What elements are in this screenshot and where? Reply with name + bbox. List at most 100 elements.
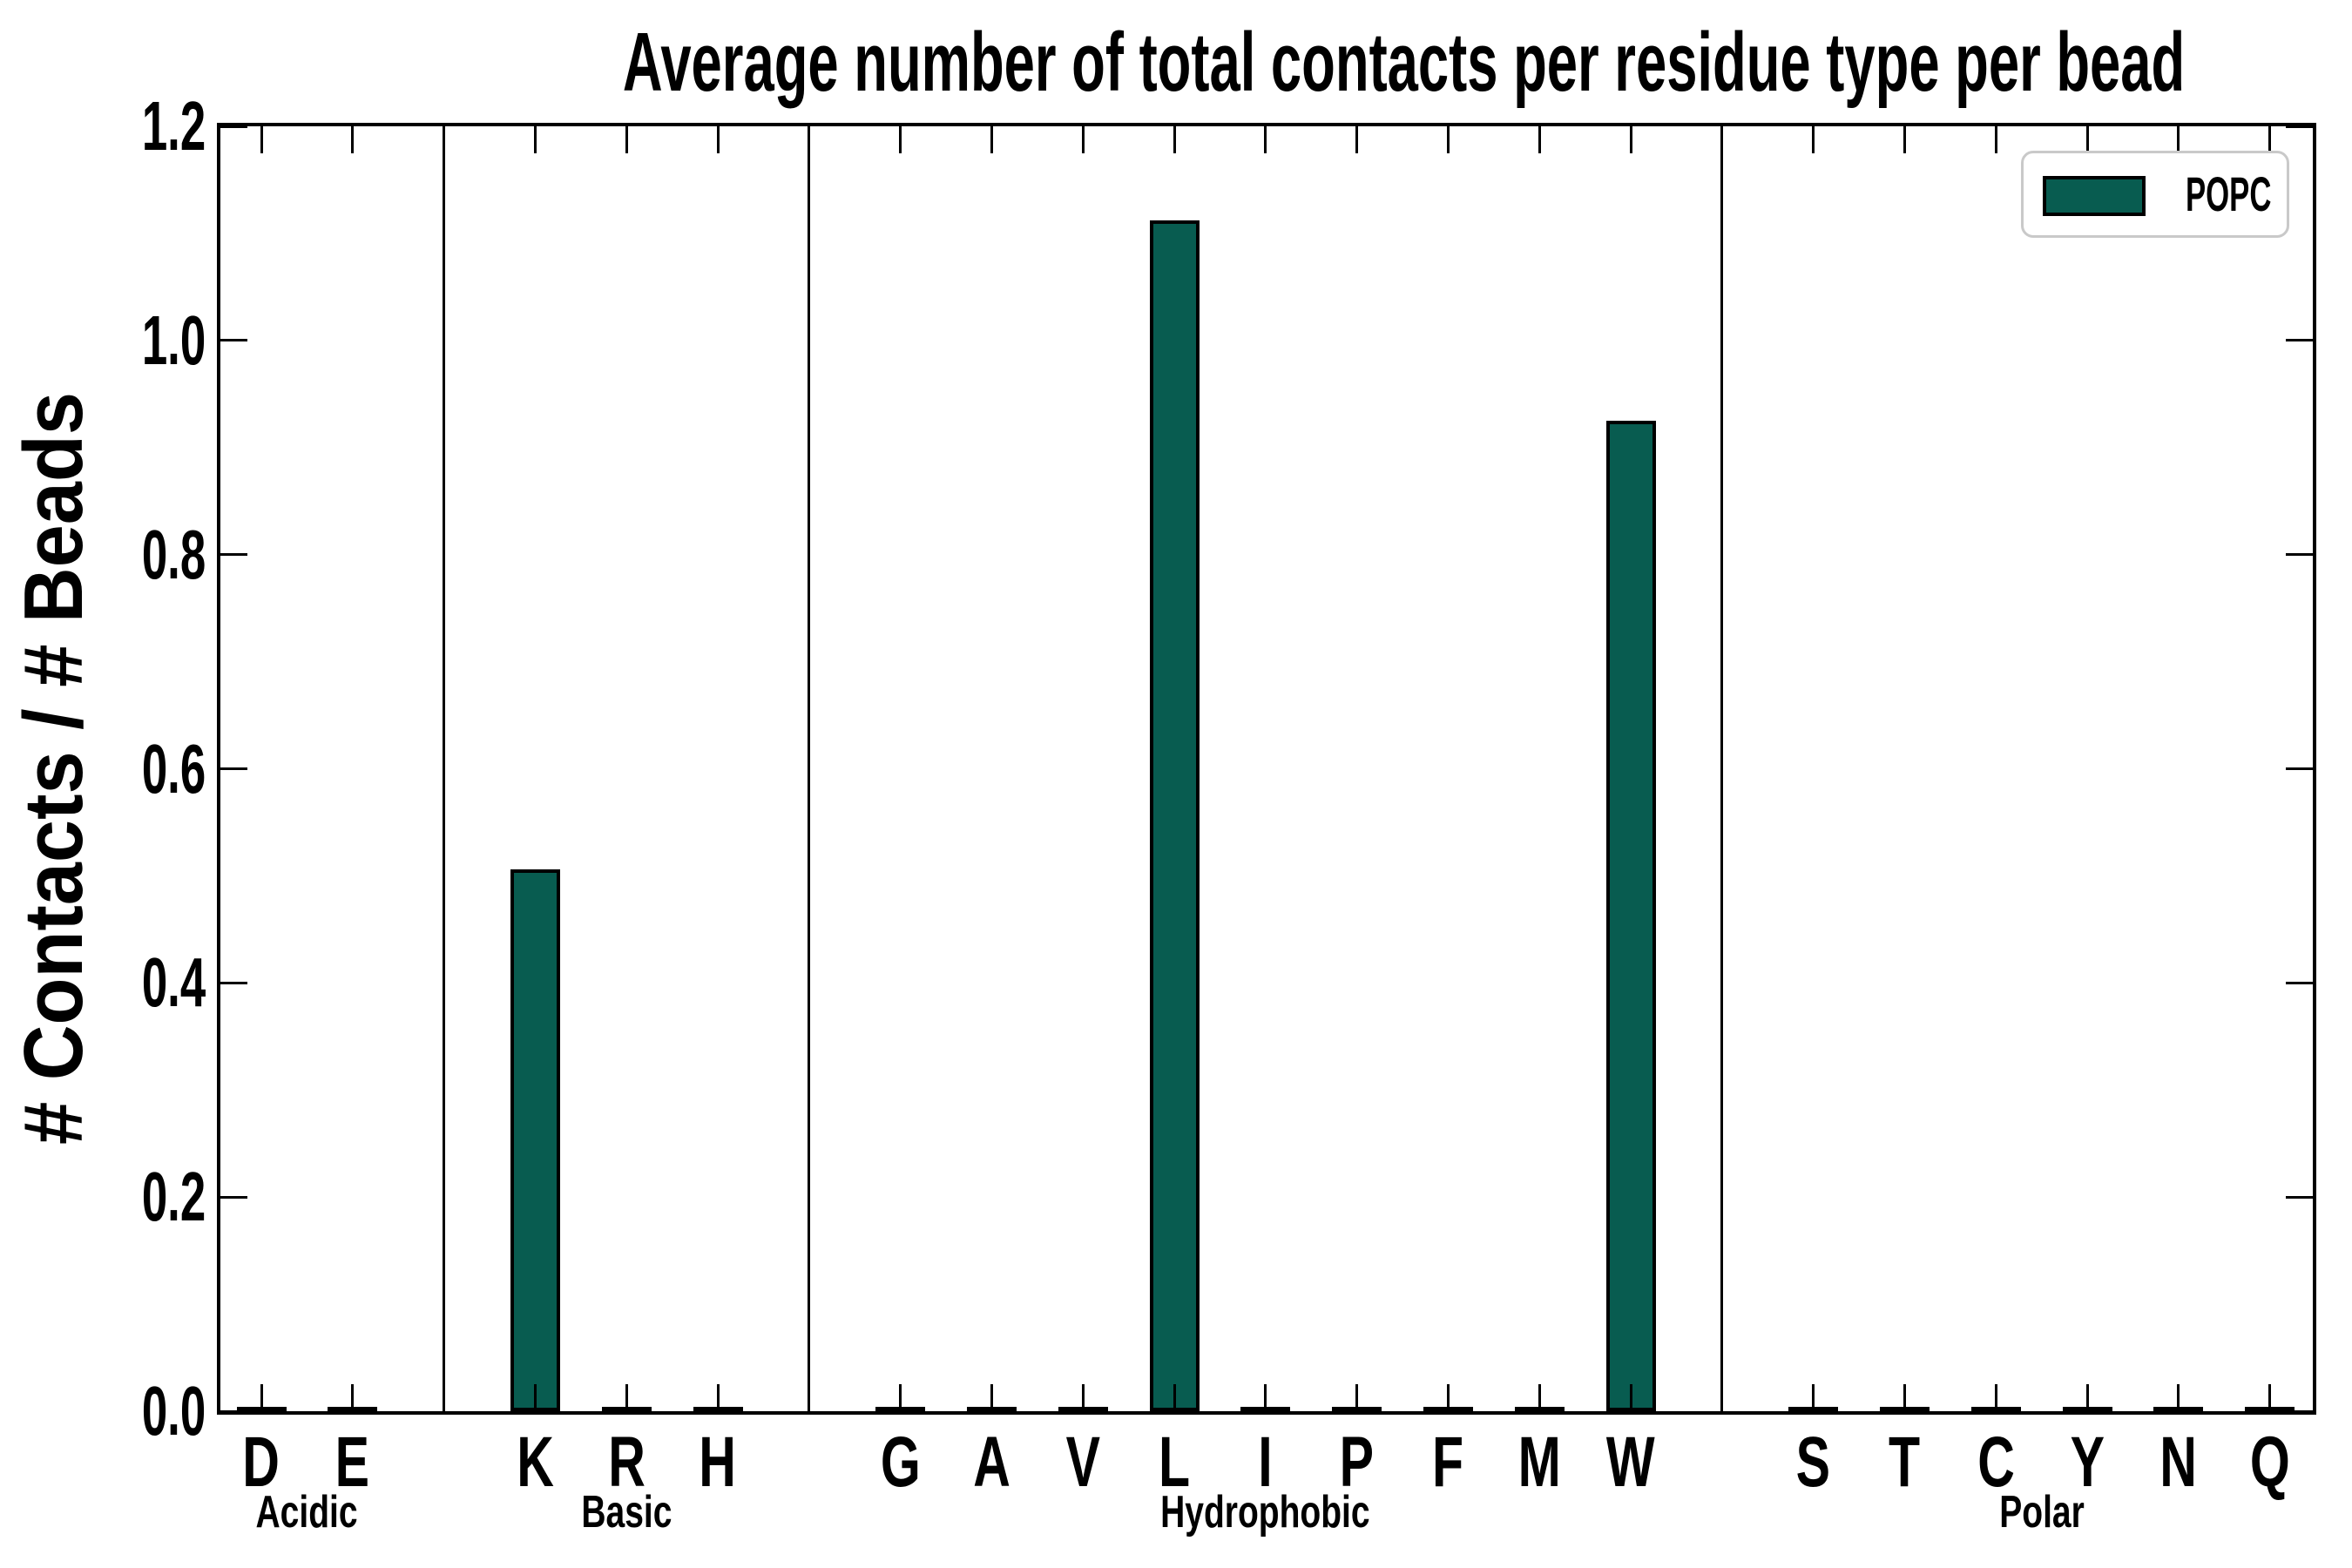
x-tick-bottom-W: [1629, 1384, 1632, 1411]
x-label-V-text: V: [1065, 1423, 1100, 1502]
x-tick-top-F: [1446, 126, 1450, 153]
x-tick-bottom-H: [716, 1384, 720, 1411]
x-tick-top-S: [1812, 126, 1815, 153]
y-tick-right: [2286, 339, 2313, 342]
x-tick-top-M: [1538, 126, 1541, 153]
y-tick-label-0.2: 0.2: [0, 1162, 206, 1232]
x-label-T-text: T: [1889, 1423, 1921, 1502]
y-tick-label-1.2: 1.2: [0, 91, 206, 161]
bar-K: [510, 869, 560, 1411]
x-tick-top-G: [899, 126, 902, 153]
y-tick-label-0.6-text: 0.6: [141, 729, 206, 808]
x-label-P-text: P: [1339, 1423, 1375, 1502]
x-label-D-text: D: [242, 1423, 280, 1502]
bar-L: [1149, 220, 1200, 1411]
y-tick-label-0.4-text: 0.4: [141, 943, 206, 1022]
x-label-Y: Y: [2042, 1427, 2132, 1498]
x-label-F: F: [1402, 1427, 1493, 1498]
x-label-Q-text: Q: [2249, 1423, 2290, 1502]
group-separator: [443, 126, 446, 1411]
y-tick-left: [220, 767, 247, 770]
group-separator: [808, 126, 811, 1411]
x-label-L-text: L: [1158, 1423, 1191, 1502]
x-label-C: C: [1950, 1427, 2041, 1498]
x-tick-bottom-A: [990, 1384, 993, 1411]
x-label-L: L: [1129, 1427, 1220, 1498]
x-tick-top-H: [716, 126, 720, 153]
x-tick-bottom-Q: [2268, 1384, 2272, 1411]
x-label-R-text: R: [607, 1423, 645, 1502]
y-tick-left: [220, 553, 247, 557]
group-label-basic: Basic: [435, 1487, 818, 1538]
y-tick-left: [220, 1409, 247, 1413]
chart-title: Average number of total contacts per res…: [220, 18, 2313, 107]
x-tick-top-P: [1355, 126, 1359, 153]
x-label-H: H: [672, 1427, 763, 1498]
x-label-K-text: K: [517, 1423, 554, 1502]
x-tick-bottom-T: [1903, 1384, 1906, 1411]
x-tick-top-R: [625, 126, 628, 153]
x-tick-top-E: [351, 126, 355, 153]
group-label-acidic-text: Acidic: [255, 1487, 358, 1538]
x-label-K: K: [490, 1427, 580, 1498]
y-tick-left: [220, 125, 247, 128]
x-label-H-text: H: [699, 1423, 737, 1502]
y-tick-right: [2286, 553, 2313, 557]
x-tick-bottom-S: [1812, 1384, 1815, 1411]
y-tick-label-0.4: 0.4: [0, 948, 206, 1017]
x-label-M-text: M: [1517, 1423, 1561, 1502]
group-label-hydrophobic: Hydrophobic: [1074, 1487, 1457, 1538]
x-tick-bottom-F: [1446, 1384, 1450, 1411]
x-label-G-text: G: [880, 1423, 921, 1502]
x-label-W: W: [1585, 1427, 1676, 1498]
y-tick-right: [2286, 1409, 2313, 1413]
x-tick-top-L: [1173, 126, 1176, 153]
x-tick-top-D: [260, 126, 263, 153]
group-label-polar: Polar: [1850, 1487, 2234, 1538]
y-tick-label-0.0: 0.0: [0, 1376, 206, 1446]
x-tick-bottom-D: [260, 1384, 263, 1411]
x-label-C-text: C: [1977, 1423, 2015, 1502]
x-tick-bottom-L: [1173, 1384, 1176, 1411]
legend-label: POPC: [2186, 166, 2272, 221]
y-tick-right: [2286, 767, 2313, 770]
y-tick-right: [2286, 1195, 2313, 1199]
x-tick-top-Q: [2268, 126, 2272, 153]
y-tick-label-0.8-text: 0.8: [141, 515, 206, 593]
x-label-S: S: [1768, 1427, 1859, 1498]
group-separator: [1720, 126, 1724, 1411]
plot-area: [217, 123, 2316, 1415]
x-label-A: A: [946, 1427, 1037, 1498]
y-tick-label-0.0-text: 0.0: [141, 1372, 206, 1450]
y-tick-label-0.8: 0.8: [0, 515, 206, 593]
y-tick-label-1.2-text: 1.2: [141, 87, 206, 165]
x-label-Q: Q: [2225, 1427, 2315, 1498]
y-tick-label-0.6: 0.6: [0, 729, 206, 808]
y-tick-right: [2286, 981, 2313, 984]
x-label-P: P: [1312, 1427, 1402, 1498]
x-tick-top-W: [1629, 126, 1632, 153]
x-label-E: E: [308, 1427, 398, 1498]
x-tick-bottom-E: [351, 1384, 355, 1411]
legend: POPC: [2021, 151, 2289, 238]
x-tick-top-Y: [2085, 126, 2089, 153]
group-label-acidic: Acidic: [115, 1487, 498, 1538]
x-tick-top-C: [1994, 126, 1997, 153]
x-tick-top-V: [1081, 126, 1085, 153]
x-tick-bottom-N: [2177, 1384, 2180, 1411]
x-label-N-text: N: [2159, 1423, 2198, 1502]
x-label-R: R: [581, 1427, 672, 1498]
x-tick-bottom-Y: [2085, 1384, 2089, 1411]
x-label-Y-text: Y: [2070, 1423, 2105, 1502]
x-tick-bottom-K: [533, 1384, 537, 1411]
y-tick-left: [220, 339, 247, 342]
x-tick-bottom-C: [1994, 1384, 1997, 1411]
x-label-S-text: S: [1795, 1423, 1831, 1502]
x-tick-bottom-M: [1538, 1384, 1541, 1411]
x-label-N: N: [2133, 1427, 2224, 1498]
x-tick-top-A: [990, 126, 993, 153]
x-label-T: T: [1859, 1427, 1950, 1498]
x-label-M: M: [1494, 1427, 1585, 1498]
x-label-E-text: E: [335, 1423, 370, 1502]
